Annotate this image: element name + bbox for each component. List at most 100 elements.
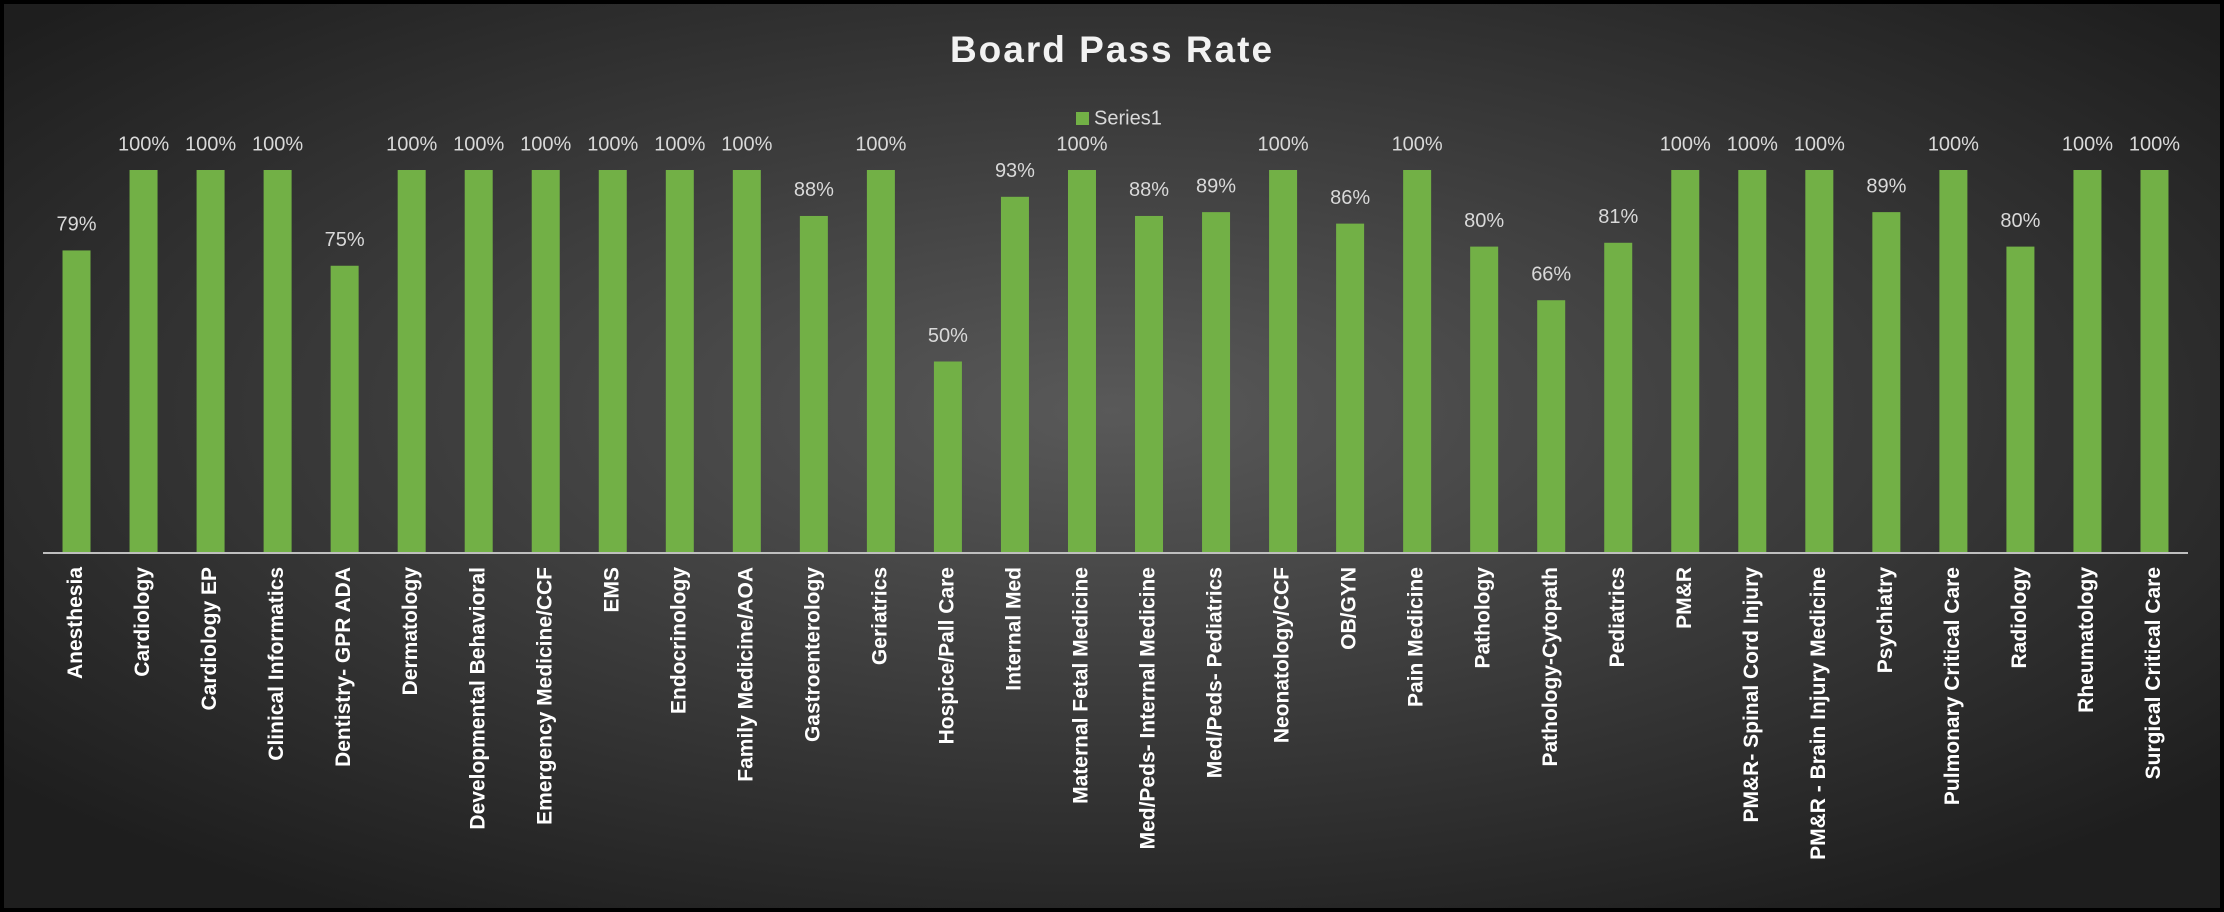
bar xyxy=(1805,170,1834,553)
bar xyxy=(2006,246,2035,553)
x-tick-label: PM&R - Brain Injury Medicine xyxy=(1807,567,1830,860)
bar xyxy=(1738,170,1767,553)
data-label: 80% xyxy=(2000,210,2040,232)
data-label: 100% xyxy=(2062,133,2113,155)
data-label: 93% xyxy=(995,160,1035,182)
x-tick-label: Anesthesia xyxy=(64,567,87,679)
x-tick-label: Radiology xyxy=(2008,567,2031,669)
x-tick-label: Psychiatry xyxy=(1874,567,1897,674)
x-tick-label: EMS xyxy=(600,567,623,613)
bar xyxy=(196,170,225,553)
data-label: 100% xyxy=(1727,133,1778,155)
bar xyxy=(531,170,560,553)
bar xyxy=(1403,170,1432,553)
x-tick-label: Pulmonary Critical Care xyxy=(1941,567,1964,805)
bar xyxy=(1336,223,1365,553)
x-tick-label: Pathology-Cytopath xyxy=(1539,567,1562,767)
data-label: 100% xyxy=(1258,133,1309,155)
x-tick-label: Family Medicine/AOA xyxy=(734,567,757,782)
data-label: 81% xyxy=(1598,206,1638,228)
x-tick-label: Surgical Critical Care xyxy=(2142,567,2165,779)
x-tick-label: Pathology xyxy=(1472,567,1495,669)
bar xyxy=(1000,196,1029,553)
data-label: 80% xyxy=(1464,210,1504,232)
data-label: 100% xyxy=(2129,133,2180,155)
bar xyxy=(1537,300,1566,553)
data-label: 100% xyxy=(252,133,303,155)
x-tick-label: Med/Peds- Internal Medicine xyxy=(1137,567,1160,849)
x-tick-label: Developmental Behavioral xyxy=(466,567,489,830)
bar xyxy=(799,215,828,553)
data-label: 100% xyxy=(1056,133,1107,155)
x-tick-label: Dermatology xyxy=(399,567,422,696)
bar xyxy=(2140,170,2169,553)
bar xyxy=(1135,215,1164,553)
data-label: 100% xyxy=(721,133,772,155)
bar xyxy=(62,250,91,553)
data-label: 79% xyxy=(57,214,97,236)
bar xyxy=(464,170,493,553)
bar xyxy=(732,170,761,553)
bar xyxy=(1470,246,1499,553)
data-label: 100% xyxy=(185,133,236,155)
bar xyxy=(2073,170,2102,553)
data-label: 50% xyxy=(928,325,968,347)
data-label: 88% xyxy=(794,179,834,201)
x-tick-label: Hospice/Pall Care xyxy=(935,567,958,744)
bar xyxy=(263,170,292,553)
x-tick-label: Cardiology xyxy=(131,567,154,677)
bar xyxy=(1269,170,1298,553)
chart-title: Board Pass Rate xyxy=(950,29,1274,70)
x-tick-label: Cardiology EP xyxy=(198,567,221,711)
bar xyxy=(397,170,426,553)
x-tick-label: Clinical Informatics xyxy=(265,567,288,761)
data-label: 86% xyxy=(1330,187,1370,209)
data-label: 89% xyxy=(1196,175,1236,197)
data-label: 100% xyxy=(118,133,169,155)
legend-swatch xyxy=(1076,112,1089,125)
data-label: 66% xyxy=(1531,264,1571,286)
x-tick-label: Rheumatology xyxy=(2075,567,2098,713)
x-tick-label: Internal Med xyxy=(1003,567,1026,691)
x-tick-label: PM&R- Spinal Cord Injury xyxy=(1740,567,1763,823)
x-tick-label: Neonatology/CCF xyxy=(1271,567,1294,743)
bar xyxy=(1872,212,1901,553)
x-tick-label: Gastroenterology xyxy=(801,567,824,742)
bar xyxy=(1067,170,1096,553)
data-label: 100% xyxy=(587,133,638,155)
data-label: 100% xyxy=(1660,133,1711,155)
data-label: 100% xyxy=(386,133,437,155)
x-tick-label: Geriatrics xyxy=(868,567,891,665)
bar xyxy=(665,170,694,553)
bar xyxy=(1939,170,1968,553)
data-label: 100% xyxy=(453,133,504,155)
data-label: 100% xyxy=(855,133,906,155)
x-tick-label: Emergency Medicine/CCF xyxy=(533,567,556,825)
x-tick-label: Med/Peds- Pediatrics xyxy=(1204,567,1227,778)
bar xyxy=(330,265,359,553)
data-label: 100% xyxy=(654,133,705,155)
bar xyxy=(598,170,627,553)
bar xyxy=(129,170,158,553)
x-tick-label: Endocrinology xyxy=(667,567,690,714)
data-label: 100% xyxy=(1392,133,1443,155)
bar xyxy=(1604,242,1633,553)
data-label: 88% xyxy=(1129,179,1169,201)
bar xyxy=(1671,170,1700,553)
legend-label: Series1 xyxy=(1094,107,1162,129)
data-label: 100% xyxy=(520,133,571,155)
data-label: 100% xyxy=(1794,133,1845,155)
data-label: 75% xyxy=(325,229,365,251)
x-tick-label: Pain Medicine xyxy=(1405,567,1428,707)
x-tick-label: OB/GYN xyxy=(1338,567,1361,650)
x-tick-label: Dentistry- GPR ADA xyxy=(332,567,355,767)
chart-background xyxy=(4,4,2220,908)
x-tick-label: Maternal Fetal Medicine xyxy=(1070,567,1093,804)
x-tick-label: PM&R xyxy=(1673,567,1696,629)
bar xyxy=(1202,212,1231,553)
bar xyxy=(866,170,895,553)
data-label: 100% xyxy=(1928,133,1979,155)
x-tick-label: Pediatrics xyxy=(1606,567,1629,667)
